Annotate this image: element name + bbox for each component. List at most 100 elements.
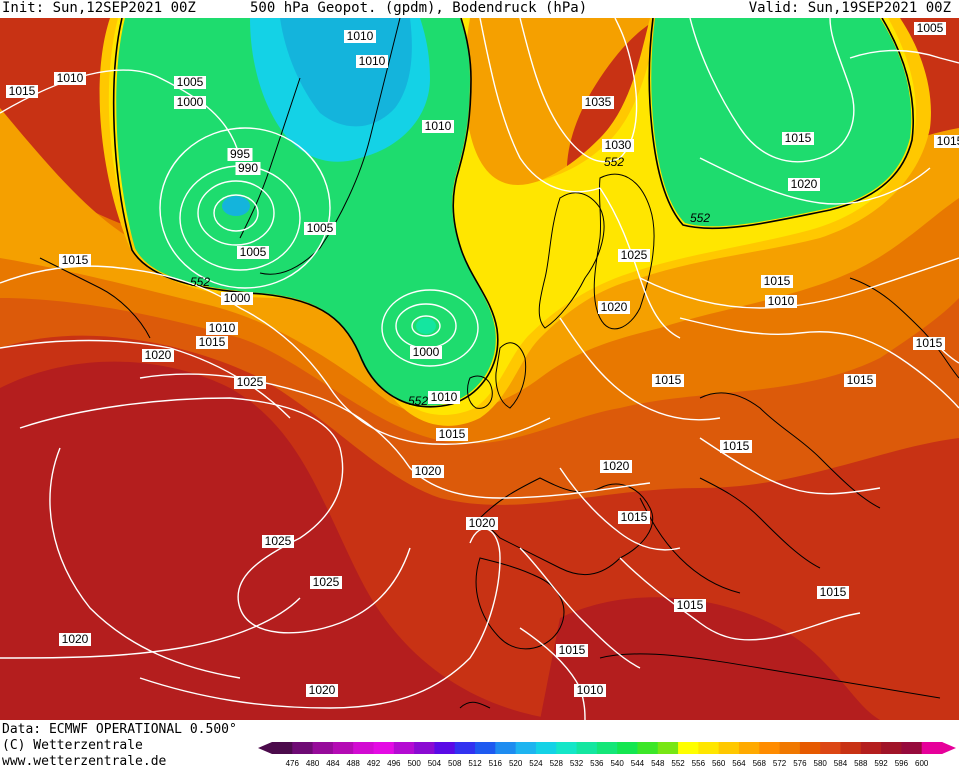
svg-text:995: 995 (230, 147, 250, 161)
legend-tick-label: 544 (631, 759, 645, 768)
geopot-552-label: 552 (408, 394, 428, 408)
isobar-label: 1015 (720, 439, 752, 453)
legend-swatch (860, 742, 882, 754)
isobar-label: 1010 (574, 683, 606, 697)
legend-arrow-left (258, 742, 272, 754)
legend-tick-label: 500 (407, 759, 421, 768)
website: www.wetterzentrale.de (2, 754, 167, 769)
legend-tick-label: 480 (306, 759, 320, 768)
isobar-label: 1025 (618, 248, 650, 262)
isobar-label: 1010 (356, 54, 388, 68)
legend-swatch (779, 742, 801, 754)
map-header: Init: Sun,12SEP2021 00Z 500 hPa Geopot. … (0, 0, 959, 18)
isobar-label: 1000 (410, 345, 442, 359)
legend-swatch (312, 742, 334, 754)
isobar-label: 1000 (174, 95, 206, 109)
svg-text:1020: 1020 (145, 348, 172, 362)
legend-tick-label: 508 (448, 759, 462, 768)
svg-text:1005: 1005 (917, 21, 944, 35)
isobar-label: 1035 (582, 95, 614, 109)
isobar-label: 1015 (761, 274, 793, 288)
isobar-label: 1015 (844, 373, 876, 387)
geopot-552-label: 552 (690, 211, 710, 225)
svg-text:1010: 1010 (425, 119, 452, 133)
svg-text:1010: 1010 (57, 71, 84, 85)
svg-text:1015: 1015 (847, 373, 874, 387)
svg-text:1015: 1015 (621, 510, 648, 524)
svg-text:1015: 1015 (199, 335, 226, 349)
isobar-label: 1010 (428, 390, 460, 404)
svg-text:1020: 1020 (603, 459, 630, 473)
legend-swatch (434, 742, 456, 754)
legend-tick-label: 584 (834, 759, 848, 768)
svg-text:1010: 1010 (359, 54, 386, 68)
svg-text:990: 990 (238, 161, 258, 175)
legend-tick-label: 476 (286, 759, 300, 768)
legend-swatch (840, 742, 862, 754)
isobar-label: 1025 (234, 375, 266, 389)
field-green-northeast (651, 18, 912, 227)
legend-swatch (921, 742, 943, 754)
svg-text:1015: 1015 (764, 274, 791, 288)
isobar-label: 1015 (196, 335, 228, 349)
svg-text:1020: 1020 (62, 632, 89, 646)
legend-swatch (475, 742, 496, 754)
legend-swatch (738, 742, 760, 754)
svg-text:1015: 1015 (916, 336, 943, 350)
legend-tick-label: 548 (651, 759, 665, 768)
isobar-label: 1020 (600, 459, 632, 473)
legend-tick-label: 532 (570, 759, 584, 768)
isobar-label: 1020 (412, 464, 444, 478)
isobar-label: 995 (227, 147, 253, 161)
isobar-label: 1020 (466, 516, 498, 530)
legend-swatch (657, 742, 679, 754)
legend-swatch (332, 742, 354, 754)
isobar-label: 1015 (782, 131, 814, 145)
svg-text:1005: 1005 (240, 245, 267, 259)
legend-swatch (393, 742, 415, 754)
svg-text:1035: 1035 (585, 95, 612, 109)
coastlines (39, 18, 959, 709)
field-orange2 (0, 138, 959, 444)
legend-tick-label: 524 (529, 759, 543, 768)
svg-text:1015: 1015 (559, 643, 586, 657)
svg-text:1000: 1000 (413, 345, 440, 359)
isobar-label: 1015 (817, 585, 849, 599)
legend-swatch (353, 742, 375, 754)
isobar-label: 1015 (59, 253, 91, 267)
isobar-label: 1005 (237, 245, 269, 259)
legend-swatch (373, 742, 395, 754)
svg-text:1015: 1015 (723, 439, 750, 453)
geopot-552-label: 552 (604, 155, 624, 169)
isobar-label: 1015 (556, 643, 588, 657)
isobar-label: 1010 (54, 71, 86, 85)
svg-text:1020: 1020 (791, 177, 818, 191)
legend-tick-label: 556 (692, 759, 706, 768)
legend-tick-label: 504 (428, 759, 442, 768)
isobar-label: 1020 (598, 300, 630, 314)
svg-text:1015: 1015 (439, 427, 466, 441)
legend-swatch (576, 742, 598, 754)
svg-text:1025: 1025 (237, 375, 264, 389)
isobar-label: 1015 (618, 510, 650, 524)
isobar-label: 1015 (6, 84, 38, 98)
legend-tick-label: 484 (326, 759, 340, 768)
svg-text:1020: 1020 (601, 300, 628, 314)
legend-swatch (799, 742, 821, 754)
legend-arrow-right (942, 742, 956, 754)
isobar-label: 1000 (221, 291, 253, 305)
isobar-label: 1020 (788, 177, 820, 191)
isobar-label: 1015 (913, 336, 945, 350)
svg-text:1010: 1010 (577, 683, 604, 697)
svg-text:1025: 1025 (621, 248, 648, 262)
low-center-west (222, 196, 250, 216)
svg-text:1010: 1010 (347, 29, 374, 43)
init-time: Init: Sun,12SEP2021 00Z (2, 0, 196, 16)
legend-swatch (495, 742, 517, 754)
legend-tick-label: 588 (854, 759, 868, 768)
isobar-label: 990 (235, 161, 261, 175)
legend-swatch (596, 742, 618, 754)
isobar-label: 1015 (436, 427, 468, 441)
legend-swatch (414, 742, 435, 754)
